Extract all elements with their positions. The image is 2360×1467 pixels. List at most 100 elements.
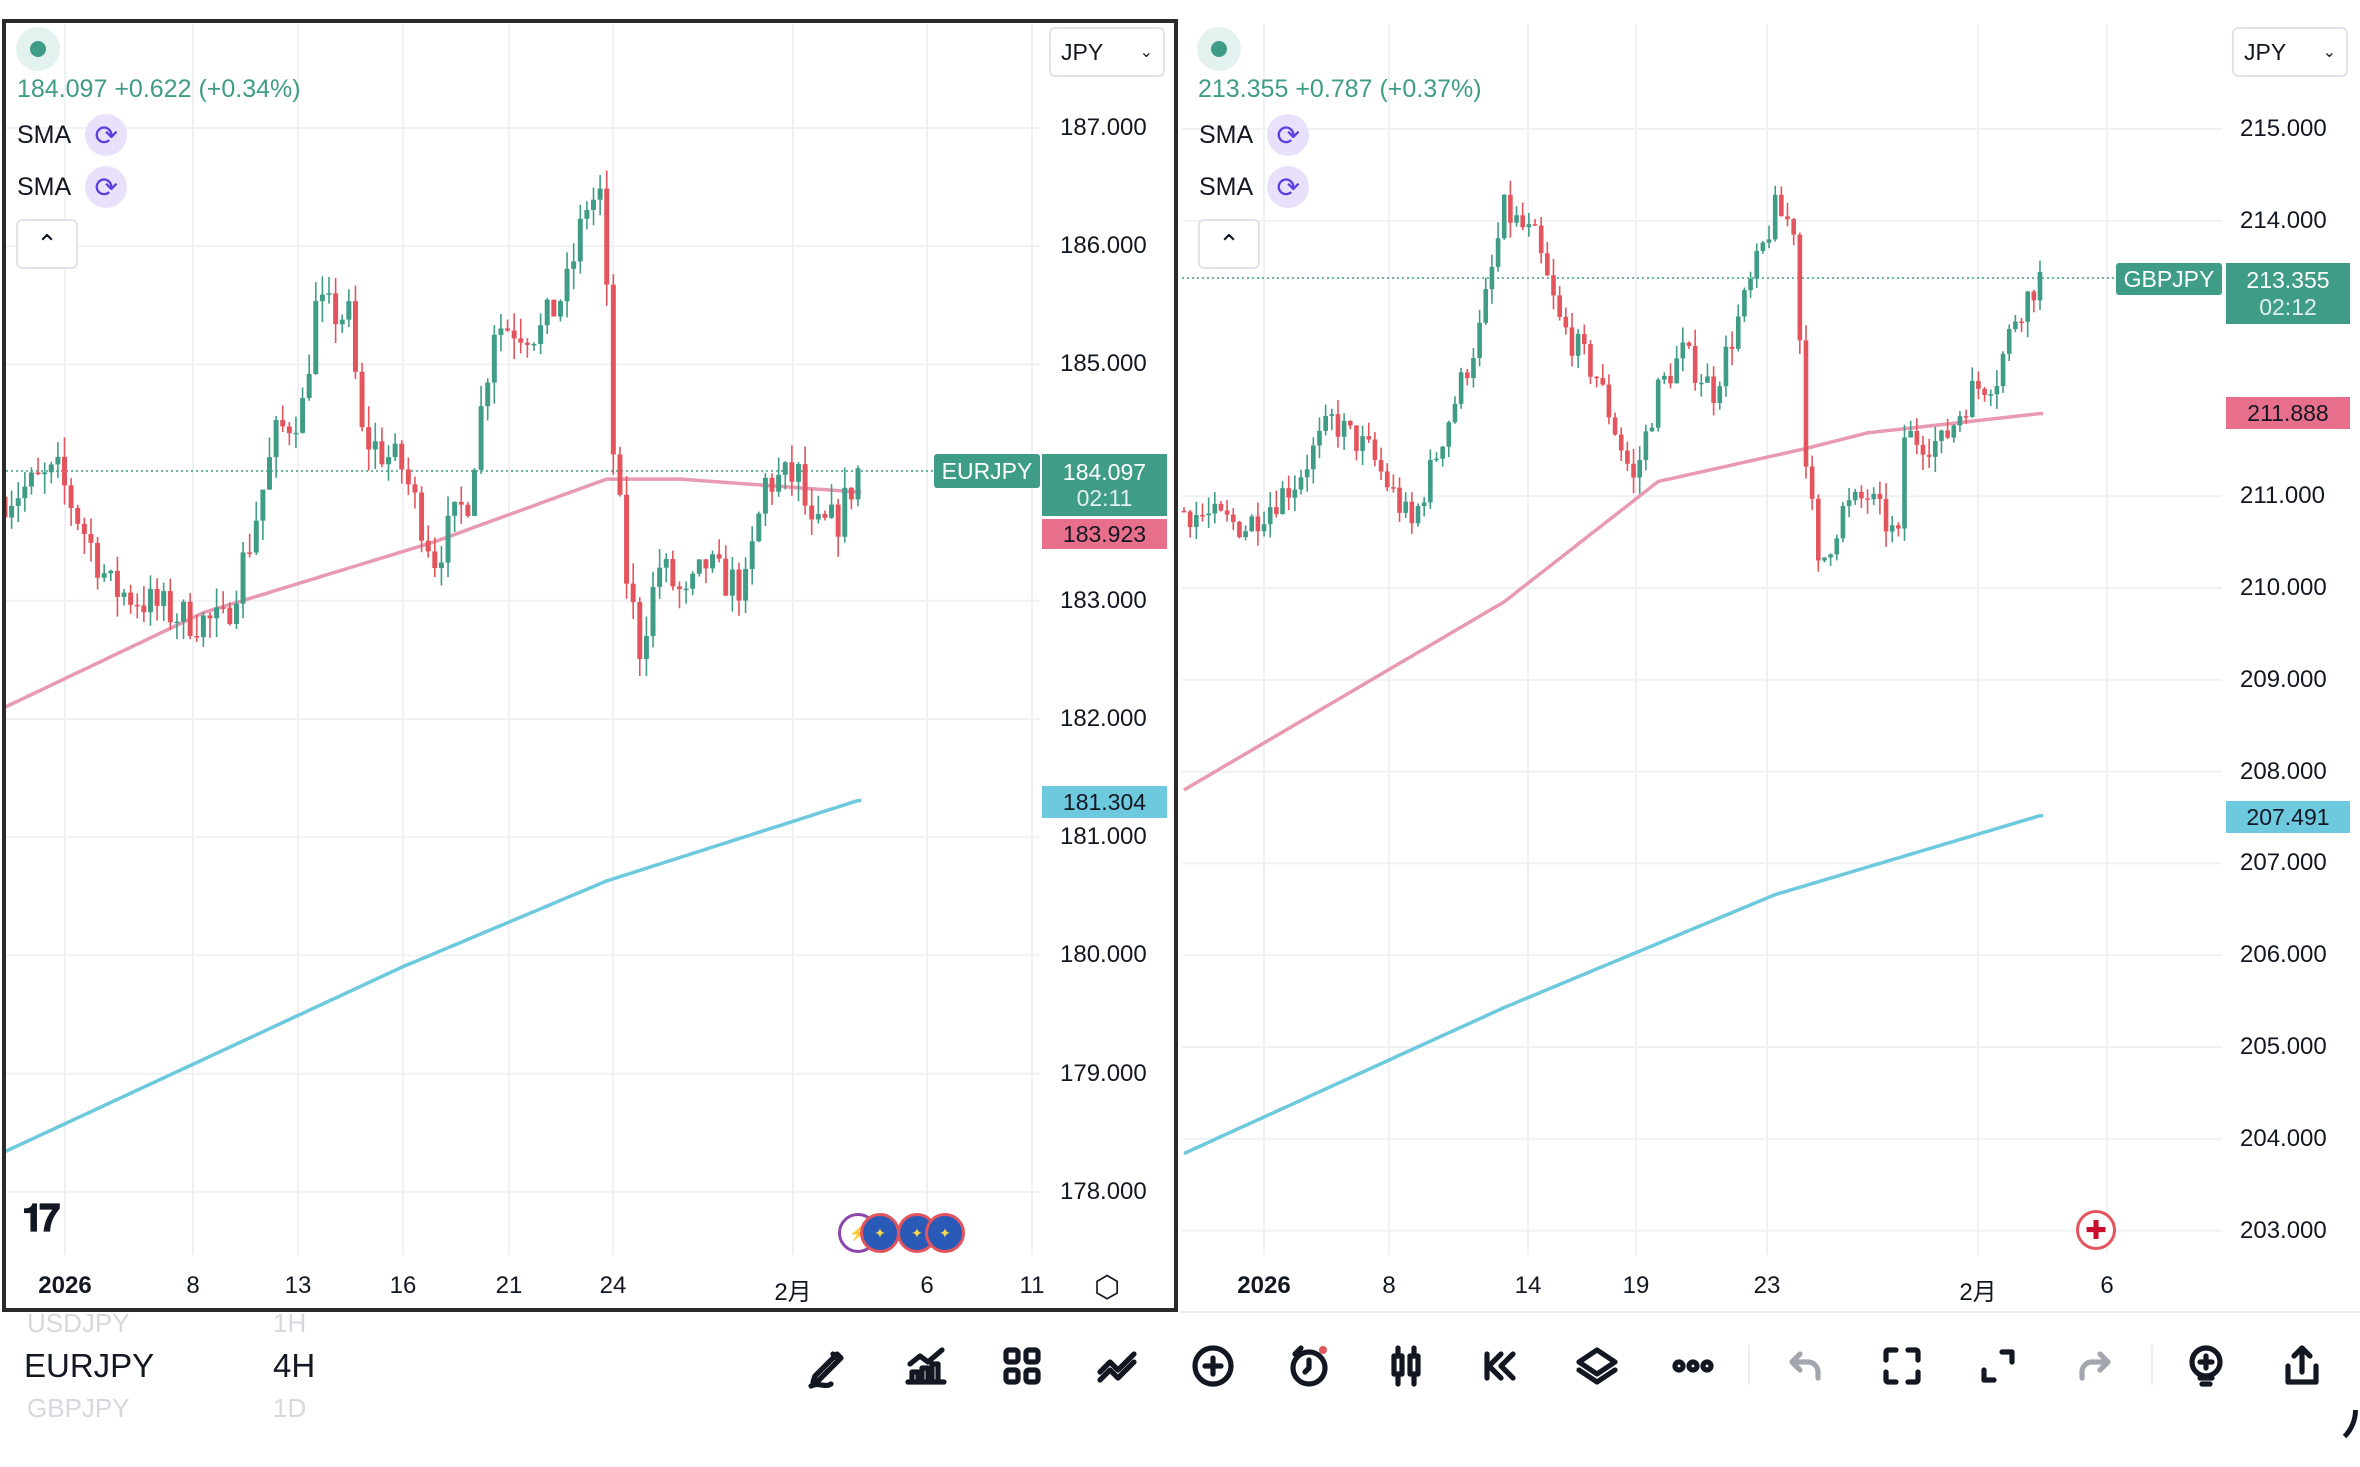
toolbar-divider xyxy=(1748,1345,1750,1385)
price-tick-label: 183.000 xyxy=(1060,586,1147,614)
add-indicator-bulb-icon[interactable] xyxy=(2176,1336,2236,1396)
candle-body xyxy=(1631,463,1636,478)
expand-icon[interactable] xyxy=(1968,1336,2028,1396)
market-status-icon[interactable] xyxy=(16,27,60,71)
layers-icon[interactable] xyxy=(1567,1336,1627,1396)
candle-style-icon[interactable] xyxy=(1376,1336,1436,1396)
candle-body xyxy=(610,284,616,455)
fullscreen-select-icon[interactable] xyxy=(1872,1336,1932,1396)
candle-body xyxy=(1797,234,1803,341)
candle-body xyxy=(1557,295,1562,317)
candle-body xyxy=(1545,253,1550,276)
candle-body xyxy=(1415,506,1421,524)
candle-body xyxy=(1569,327,1575,356)
candle-body xyxy=(48,464,54,473)
layout-grid-icon[interactable] xyxy=(992,1336,1052,1396)
left-currency-select[interactable]: JPY ⌄ xyxy=(1049,27,1165,77)
candle-body xyxy=(458,501,464,505)
collapse-legend-button[interactable]: ⌃ xyxy=(16,219,78,269)
candle-body xyxy=(1649,427,1655,432)
candle-body xyxy=(161,591,167,606)
alert-clock-icon[interactable] xyxy=(1279,1336,1339,1396)
current-symbol[interactable]: EURJPY xyxy=(24,1347,155,1384)
candle-body xyxy=(2019,321,2024,324)
replay-icon[interactable] xyxy=(1471,1336,1531,1396)
candle-body xyxy=(1680,342,1686,359)
candle-body xyxy=(207,615,213,619)
market-status-icon[interactable] xyxy=(1197,27,1241,71)
tradingview-logo[interactable]: 𝟏𝟕 xyxy=(22,1198,60,1240)
candle-body xyxy=(1643,431,1649,460)
watchlist-item-gbpjpy[interactable]: GBPJPY xyxy=(27,1393,130,1423)
more-icon[interactable] xyxy=(1663,1336,1723,1396)
watchlist-item-usdjpy[interactable]: USDJPY xyxy=(27,1308,130,1338)
currency-label: JPY xyxy=(2244,38,2287,65)
candle-body xyxy=(1329,414,1335,416)
watchlist-interval[interactable]: 1D xyxy=(273,1393,307,1423)
candle-body xyxy=(815,513,821,520)
chevron-down-icon: ⌄ xyxy=(1139,44,1153,61)
candle-body xyxy=(1846,500,1852,506)
left-sma-short-tag: 183.923 xyxy=(1042,519,1167,549)
candle-body xyxy=(1988,394,1994,396)
add-circle-icon[interactable] xyxy=(1183,1336,1243,1396)
candle-body xyxy=(1224,510,1230,515)
redo-icon[interactable] xyxy=(2064,1336,2124,1396)
drawing-pen-icon[interactable] xyxy=(799,1336,859,1396)
eu-flag-icon[interactable]: ✦ xyxy=(860,1213,900,1253)
uk-flag-icon[interactable]: ✚ xyxy=(2076,1210,2116,1250)
time-tick-label: 2026 xyxy=(38,1272,92,1299)
undo-icon[interactable] xyxy=(1776,1336,1836,1396)
time-tick-label: 8 xyxy=(186,1272,200,1299)
share-icon[interactable] xyxy=(2272,1336,2332,1396)
indicators-icon[interactable] xyxy=(896,1336,956,1396)
candle-body xyxy=(617,454,623,495)
candle-body xyxy=(81,523,87,535)
candle-body xyxy=(141,605,147,613)
candle-body xyxy=(531,343,537,346)
right-currency-select[interactable]: JPY ⌄ xyxy=(2232,27,2348,77)
candle-body xyxy=(114,570,120,597)
price-tick-label: 208.000 xyxy=(2240,757,2327,785)
candle-body xyxy=(154,588,160,606)
candle-body xyxy=(200,615,206,638)
candle-body xyxy=(62,456,67,486)
collapse-legend-button[interactable]: ⌃ xyxy=(1198,219,1260,269)
candle-body xyxy=(491,334,497,383)
candle-body xyxy=(1729,346,1735,349)
candle-body xyxy=(452,501,458,516)
candle-body xyxy=(1779,194,1784,217)
candle-body xyxy=(1840,505,1846,539)
candle-body xyxy=(591,199,596,210)
settings-icon[interactable]: ⬡ xyxy=(1094,1271,1121,1304)
candle-body xyxy=(756,513,762,542)
watchlist-interval[interactable]: 1H xyxy=(273,1308,307,1338)
candle-body xyxy=(1760,242,1766,251)
current-interval[interactable]: 4H xyxy=(273,1347,316,1384)
candle-body xyxy=(1194,515,1199,528)
candle-body xyxy=(835,504,841,537)
left-sma-1[interactable]: SMA ⟳ xyxy=(17,114,128,156)
candle-body xyxy=(339,319,345,325)
candle-body xyxy=(1520,215,1526,228)
eu-flag-icon[interactable]: ✦ xyxy=(925,1213,965,1253)
candle-body xyxy=(1920,444,1926,455)
right-sma-1[interactable]: SMA ⟳ xyxy=(1199,114,1310,156)
candle-body xyxy=(465,504,471,516)
candle-body xyxy=(1304,469,1310,478)
candle-body xyxy=(392,443,398,458)
right-sma-2[interactable]: SMA ⟳ xyxy=(1199,166,1310,208)
candle-body xyxy=(1391,487,1396,489)
candle-body xyxy=(1896,525,1901,529)
compare-icon[interactable] xyxy=(1088,1336,1148,1396)
candle-body xyxy=(597,188,603,200)
candle-body xyxy=(1434,458,1439,461)
candle-body xyxy=(1828,554,1833,558)
candle-body xyxy=(571,261,577,269)
candle-body xyxy=(101,573,107,578)
sma-long-line xyxy=(4,798,862,1154)
left-sma-2[interactable]: SMA ⟳ xyxy=(17,166,128,208)
candle-body xyxy=(1452,403,1458,423)
candle-body xyxy=(1668,375,1673,384)
